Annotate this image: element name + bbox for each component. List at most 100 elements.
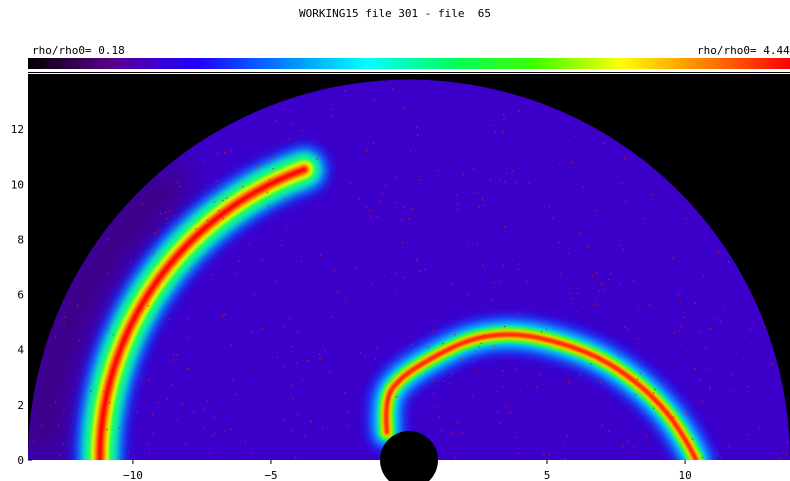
y-tick-label: 4	[17, 344, 24, 357]
tracer-dot	[594, 303, 596, 305]
tracer-dot	[653, 407, 655, 409]
tracer-dot	[474, 367, 476, 369]
tracer-dot	[251, 452, 254, 455]
tracer-dot	[610, 273, 612, 275]
tracer-dot	[511, 258, 513, 261]
y-tick-label: 0	[17, 454, 24, 467]
tracer-dot	[244, 441, 246, 443]
tracer-dot	[152, 433, 154, 435]
tracer-dot	[370, 216, 372, 218]
tracer-dot	[87, 382, 89, 384]
tracer-dot	[300, 130, 303, 132]
tracer-dot	[574, 135, 576, 137]
tracer-dot	[332, 108, 334, 110]
tracer-dot	[179, 185, 181, 188]
chart-title: WORKING15 file 301 - file 65	[298, 7, 492, 20]
tracer-dot	[166, 218, 168, 220]
tracer-dot	[747, 433, 749, 436]
tracer-dot	[506, 357, 508, 359]
tracer-dot	[621, 183, 623, 185]
tracer-dot	[328, 183, 330, 185]
tracer-dot	[211, 435, 214, 437]
tracer-dot	[344, 392, 346, 394]
tracer-dot	[733, 391, 735, 393]
tracer-dot	[383, 275, 385, 277]
tracer-dot	[677, 293, 679, 295]
tracer-dot	[461, 432, 463, 434]
tracer-dot	[346, 411, 348, 413]
tracer-dot	[443, 380, 445, 382]
y-tick-label: 6	[17, 289, 24, 302]
tracer-dot	[694, 368, 696, 370]
tracer-dot	[426, 339, 428, 341]
tracer-dot	[218, 210, 220, 212]
tracer-dot	[652, 392, 655, 394]
tracer-dot	[438, 416, 440, 418]
tracer-dot	[709, 386, 711, 388]
tracer-dot	[504, 181, 506, 183]
tracer-dot	[153, 251, 155, 253]
tracer-dot	[54, 337, 57, 339]
tracer-dot	[76, 304, 79, 306]
tracer-dot	[451, 284, 453, 286]
tracer-dot	[639, 373, 641, 375]
tracer-dot	[251, 367, 253, 369]
tracer-dot	[410, 335, 412, 337]
tracer-dot	[749, 328, 751, 331]
tracer-dot	[148, 379, 150, 381]
tracer-dot	[369, 209, 371, 211]
tracer-dot	[109, 402, 111, 404]
tracer-dot	[154, 232, 156, 234]
y-tick: 12	[11, 123, 32, 136]
tracer-dot	[679, 301, 681, 303]
x-tick: 0	[406, 460, 412, 481]
tracer-dot	[467, 293, 469, 295]
tracer-dot	[103, 391, 105, 393]
tracer-dot	[160, 213, 162, 215]
tracer-dot	[296, 362, 298, 364]
tracer-dot	[702, 401, 704, 403]
tracer-dot	[596, 300, 598, 302]
tracer-dot	[577, 143, 579, 145]
tracer-dot	[319, 357, 321, 359]
tracer-dot	[601, 424, 603, 426]
tracer-dot	[376, 216, 378, 218]
tracer-dot	[417, 134, 419, 136]
tracer-dot	[728, 445, 730, 447]
y-tick: 6	[17, 289, 32, 302]
tracer-dot	[309, 420, 312, 422]
tracer-dot	[699, 379, 701, 381]
tracer-dot	[157, 402, 159, 404]
tracer-dot	[580, 231, 582, 233]
tracer-dot	[680, 325, 682, 327]
tracer-dot	[403, 206, 406, 208]
tracer-dot	[694, 302, 696, 305]
tracer-dot	[64, 316, 66, 318]
tracer-dot	[497, 391, 499, 393]
tracer-dot	[235, 393, 237, 395]
tracer-dot	[518, 110, 520, 112]
tracer-dot	[637, 308, 639, 310]
tracer-dot	[204, 161, 206, 163]
tracer-dot	[518, 313, 520, 315]
tracer-dot	[131, 383, 133, 385]
tracer-dot	[625, 200, 627, 202]
tracer-dot	[682, 316, 684, 318]
tracer-dot	[433, 392, 435, 395]
tracer-dot	[643, 218, 645, 220]
tracer-dot	[230, 149, 233, 152]
tracer-dot	[185, 444, 187, 446]
tracer-dot	[577, 292, 579, 294]
tracer-dot	[563, 459, 565, 461]
tracer-dot	[452, 432, 454, 434]
tracer-dot	[408, 218, 410, 220]
tracer-dot	[504, 325, 506, 328]
tracer-dot	[188, 337, 190, 339]
tracer-dot	[285, 228, 287, 230]
tracer-dot	[636, 378, 639, 380]
tracer-dot	[401, 242, 404, 244]
tracer-dot	[337, 292, 339, 294]
tracer-dot	[483, 204, 485, 206]
tracer-dot	[187, 367, 189, 370]
tracer-dot	[316, 158, 318, 160]
